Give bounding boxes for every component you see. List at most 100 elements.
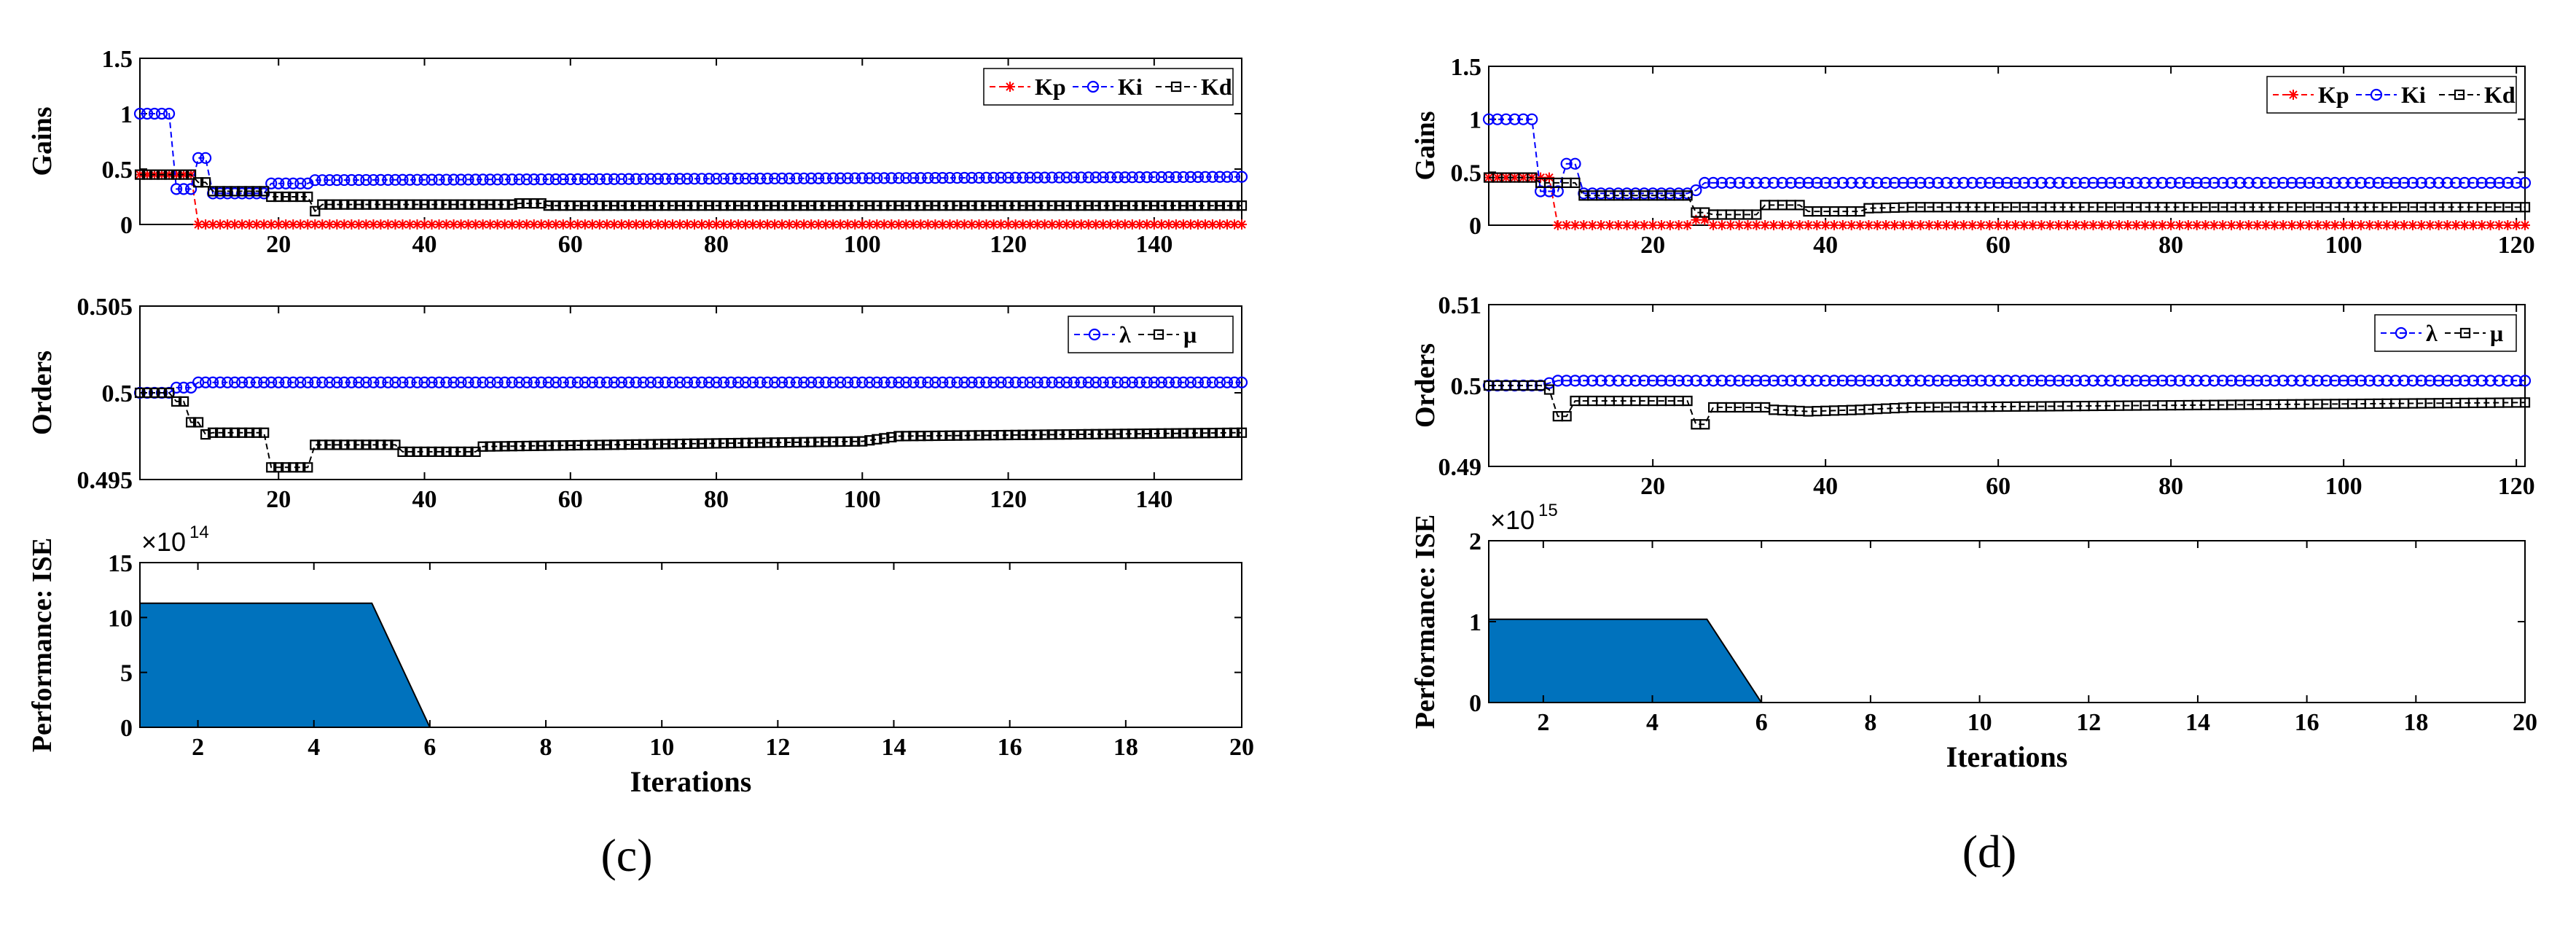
d-gains-point	[2165, 176, 2177, 189]
d-orders-point	[1966, 375, 1978, 387]
d-performance-xtick-label: 12	[2076, 709, 2101, 736]
c-gains-point	[908, 219, 919, 230]
c-orders-point	[703, 438, 715, 449]
c-gains-point	[944, 171, 956, 184]
c-orders-point	[1170, 428, 1181, 439]
c-orders-point	[550, 440, 561, 451]
d-orders-point	[1699, 419, 1710, 430]
c-orders-ylabel: Orders	[27, 351, 58, 435]
c-orders-point	[200, 376, 212, 388]
c-orders-point	[732, 437, 744, 449]
c-gains-point	[755, 200, 766, 211]
c-gains-point	[856, 172, 869, 184]
c-gains-point	[608, 200, 619, 211]
c-orders-point	[857, 436, 868, 447]
c-gains-point	[331, 173, 343, 187]
d-gains-point	[1509, 172, 1520, 183]
c-orders-point	[244, 427, 255, 438]
c-gains-point	[1083, 200, 1094, 211]
c-gains-point	[309, 174, 321, 187]
c-gains-point	[375, 199, 386, 210]
c-gains-point	[1141, 219, 1152, 230]
c-gains-point	[361, 199, 372, 210]
d-orders-point	[1621, 375, 1633, 387]
c-performance-xtick-label: 4	[308, 734, 320, 761]
c-gains-point	[316, 174, 329, 187]
d-orders-point	[1984, 375, 1996, 387]
c-orders-point	[856, 376, 869, 388]
d-orders-point	[1612, 375, 1624, 387]
d-gains-point	[2035, 176, 2048, 189]
d-gains-point	[1500, 113, 1512, 125]
d-gains-point	[2363, 176, 2376, 189]
c-gains-point	[893, 219, 904, 230]
c-orders-point	[178, 396, 189, 407]
c-gains-point	[697, 219, 708, 230]
c-gains-point	[177, 183, 190, 195]
c-orders-point	[433, 376, 445, 388]
d-performance-multiplier: ×10	[1490, 505, 1535, 535]
d-gains-legend-box	[2266, 76, 2517, 114]
c-orders-xtick-label: 100	[844, 486, 881, 513]
c-gains-point	[506, 219, 517, 230]
d-gains-point	[1508, 113, 1521, 125]
d-gains-point	[2398, 176, 2411, 189]
d-gains-point	[2451, 220, 2462, 230]
d-orders-point	[1863, 375, 1875, 387]
c-gains-point	[1104, 171, 1116, 184]
c-orders-point	[1199, 428, 1211, 439]
c-gains-point	[681, 173, 694, 185]
c-orders-point	[835, 436, 846, 447]
c-performance-multiplier-exponent: 14	[189, 523, 209, 542]
d-orders-point	[1543, 384, 1555, 395]
d-orders-point	[1724, 375, 1737, 387]
c-gains-point	[498, 173, 511, 186]
c-orders-point	[557, 376, 569, 388]
c-orders-point	[281, 462, 291, 473]
c-orders-point	[404, 376, 416, 388]
c-gains-point	[1017, 200, 1028, 211]
c-gains-point	[200, 152, 212, 164]
c-orders-point	[324, 376, 336, 388]
c-gains-point	[506, 199, 517, 210]
d-gains-series-square	[1483, 172, 2531, 220]
c-orders-point	[879, 433, 890, 444]
c-gains-point	[477, 173, 489, 186]
c-gains-point	[922, 172, 934, 184]
c-gains-point	[980, 171, 993, 184]
d-gains-point	[2234, 220, 2245, 230]
c-orders-point	[944, 430, 955, 441]
d-gains-point	[1828, 176, 1841, 189]
c-orders-point	[171, 396, 182, 407]
c-orders-point	[1191, 376, 1205, 388]
c-orders-point	[345, 376, 358, 388]
c-orders-point	[302, 376, 314, 388]
c-gains-point	[244, 219, 255, 230]
c-gains-point	[579, 173, 591, 185]
c-gains-point	[426, 219, 437, 230]
d-gains-point	[1725, 220, 1736, 230]
c-gains-point	[521, 198, 532, 209]
d-gains-point	[2113, 176, 2126, 189]
c-gains-point	[958, 171, 971, 184]
c-gains-point	[455, 199, 466, 210]
c-orders-point	[543, 440, 554, 451]
c-gains-point	[383, 199, 394, 210]
c-gains-point	[1061, 200, 1072, 211]
c-gains-point	[1083, 219, 1094, 230]
c-orders-point	[966, 376, 978, 388]
c-orders-point	[842, 376, 854, 388]
d-performance-xtick-label: 20	[2513, 709, 2537, 736]
d-gains-point	[1933, 220, 1943, 230]
d-orders-point	[2389, 375, 2402, 387]
d-gains-point	[1811, 176, 1823, 189]
d-gains-point	[2097, 220, 2107, 230]
d-orders-ytick-label: 0.51	[1438, 292, 1482, 319]
d-orders-point	[1629, 375, 1642, 387]
d-gains-point	[2458, 176, 2471, 189]
c-gains-point	[638, 219, 649, 230]
c-gains-point	[230, 219, 240, 230]
d-gains-point	[2078, 176, 2091, 189]
c-gains-point	[651, 173, 665, 185]
